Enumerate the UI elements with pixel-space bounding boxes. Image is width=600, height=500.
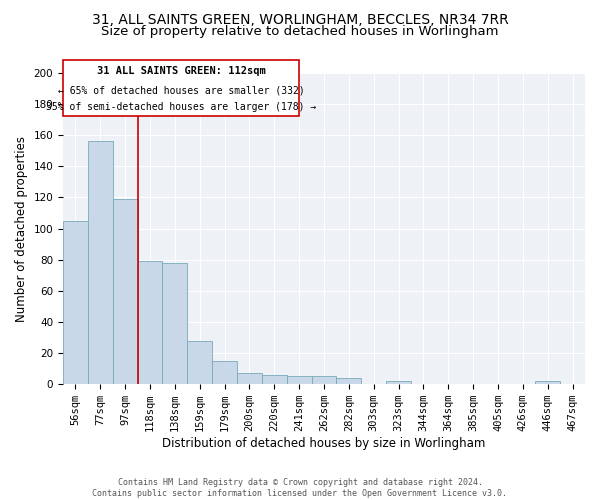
Bar: [88, 142, 113, 384]
Bar: [137, 261, 163, 384]
Bar: [311, 376, 337, 384]
Bar: [63, 221, 88, 384]
Y-axis label: Number of detached properties: Number of detached properties: [15, 136, 28, 322]
Bar: [187, 340, 212, 384]
Text: 31, ALL SAINTS GREEN, WORLINGHAM, BECCLES, NR34 7RR: 31, ALL SAINTS GREEN, WORLINGHAM, BECCLE…: [92, 12, 508, 26]
Bar: [386, 381, 411, 384]
Text: 31 ALL SAINTS GREEN: 112sqm: 31 ALL SAINTS GREEN: 112sqm: [97, 66, 265, 76]
Bar: [262, 375, 287, 384]
Text: Size of property relative to detached houses in Worlingham: Size of property relative to detached ho…: [101, 25, 499, 38]
Bar: [212, 361, 237, 384]
Text: 35% of semi-detached houses are larger (178) →: 35% of semi-detached houses are larger (…: [46, 102, 316, 112]
X-axis label: Distribution of detached houses by size in Worlingham: Distribution of detached houses by size …: [163, 437, 486, 450]
Bar: [163, 263, 187, 384]
Bar: [535, 381, 560, 384]
Bar: [287, 376, 311, 384]
Bar: [113, 199, 137, 384]
Text: Contains HM Land Registry data © Crown copyright and database right 2024.
Contai: Contains HM Land Registry data © Crown c…: [92, 478, 508, 498]
Text: ← 65% of detached houses are smaller (332): ← 65% of detached houses are smaller (33…: [58, 85, 304, 95]
Bar: [237, 374, 262, 384]
FancyBboxPatch shape: [63, 60, 299, 116]
Bar: [337, 378, 361, 384]
